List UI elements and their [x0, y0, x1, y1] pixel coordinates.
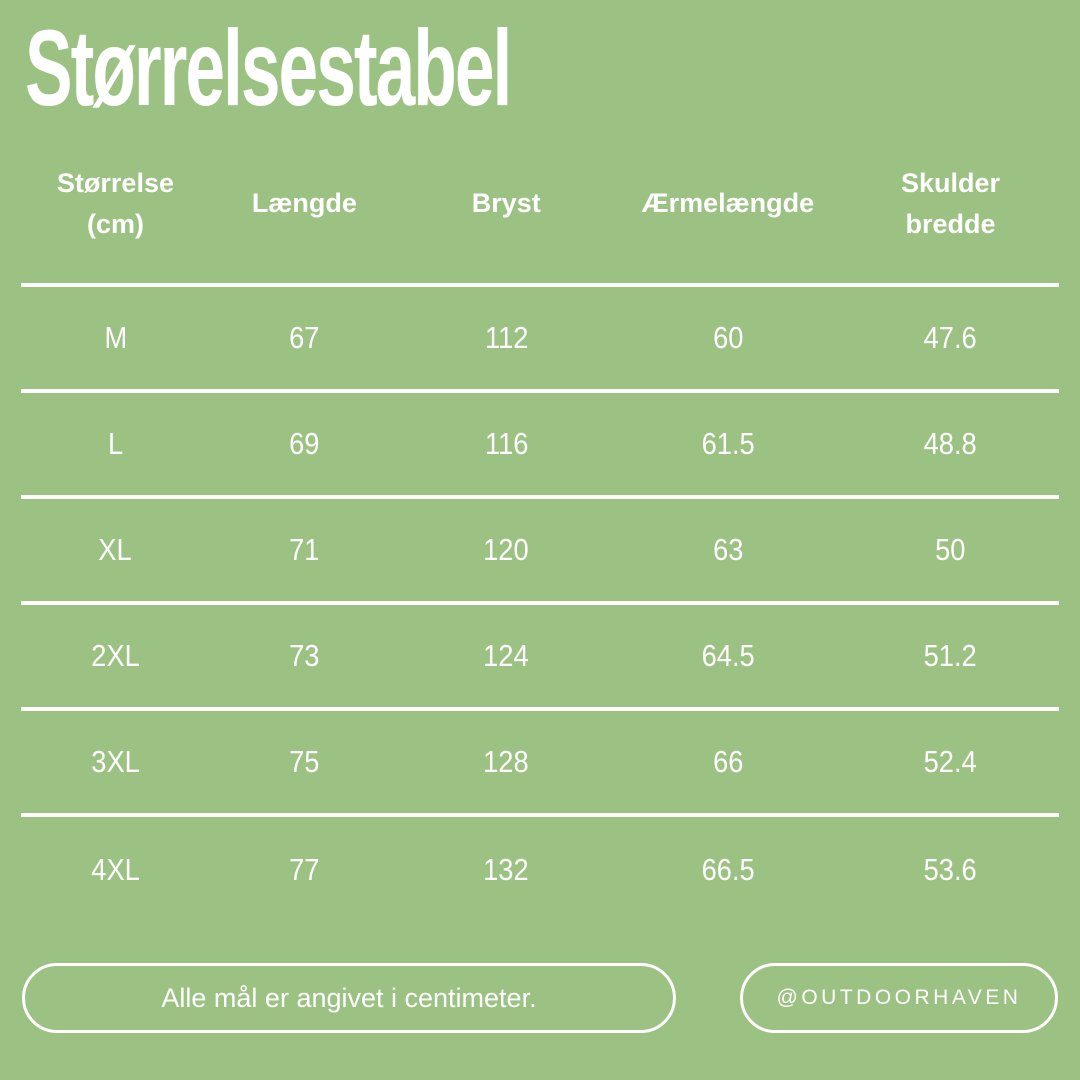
brand-handle-pill: @OUTDOORHAVEN: [740, 963, 1058, 1033]
cell-length: 77: [210, 817, 399, 923]
cell-chest: 128: [399, 711, 614, 813]
cell-value: L: [107, 426, 124, 461]
cell-value: 128: [483, 744, 530, 779]
cell-value: 52.4: [923, 744, 978, 779]
cell-value: 50: [935, 532, 966, 567]
cell-length: 69: [210, 393, 399, 495]
cell-shoulder-width: 53.6: [842, 817, 1059, 923]
table-row: L 69 116 61.5 48.8: [21, 393, 1059, 499]
cell-value: 71: [289, 532, 320, 567]
cell-value: 51.2: [923, 638, 978, 673]
cell-sleeve-length: 60: [614, 287, 842, 389]
cell-chest: 132: [399, 817, 614, 923]
cell-size: 2XL: [21, 605, 210, 707]
cell-value: 116: [484, 426, 528, 461]
header-label: (cm): [86, 208, 144, 239]
cell-length: 71: [210, 499, 399, 601]
cell-value: 3XL: [91, 744, 140, 779]
cell-chest: 116: [399, 393, 614, 495]
cell-value: 120: [483, 532, 530, 567]
cell-value: M: [104, 320, 127, 355]
cell-value: 64.5: [701, 638, 755, 673]
cell-value: 77: [289, 852, 320, 887]
cell-shoulder-width: 48.8: [842, 393, 1059, 495]
cell-length: 75: [210, 711, 399, 813]
cell-value: 53.6: [923, 852, 978, 887]
header-cell-chest: Bryst: [399, 140, 614, 283]
cell-chest: 112: [399, 287, 614, 389]
cell-value: 75: [289, 744, 320, 779]
cell-length: 73: [210, 605, 399, 707]
cell-sleeve-length: 61.5: [614, 393, 842, 495]
cell-size: L: [21, 393, 210, 495]
cell-value: 61.5: [701, 426, 755, 461]
table-row: 3XL 75 128 66 52.4: [21, 711, 1059, 817]
page-title: Størrelsestabel: [25, 7, 512, 128]
cell-value: 63: [712, 532, 744, 567]
table-header-row: Størrelse (cm) Længde Bryst Ærmelængde S…: [21, 140, 1059, 287]
cell-value: 67: [289, 320, 320, 355]
cell-value: 69: [289, 426, 320, 461]
cell-value: 66.5: [701, 852, 755, 887]
cell-value: 112: [484, 320, 528, 355]
cell-shoulder-width: 51.2: [842, 605, 1059, 707]
header-cell-length: Længde: [210, 140, 399, 283]
cell-sleeve-length: 66.5: [614, 817, 842, 923]
header-cell-sleeve-length: Ærmelængde: [614, 140, 842, 283]
footer: Alle mål er angivet i centimeter. @OUTDO…: [22, 963, 1058, 1033]
cell-value: 124: [483, 638, 530, 673]
header-label: bredde: [905, 208, 996, 239]
cell-shoulder-width: 52.4: [842, 711, 1059, 813]
cell-value: 4XL: [91, 852, 140, 887]
cell-chest: 124: [399, 605, 614, 707]
size-table: Størrelse (cm) Længde Bryst Ærmelængde S…: [21, 140, 1059, 923]
cell-value: 48.8: [923, 426, 978, 461]
cell-value: 73: [289, 638, 320, 673]
cell-value: 2XL: [91, 638, 140, 673]
header-label: Længde: [251, 188, 357, 219]
measurement-note-text: Alle mål er angivet i centimeter.: [161, 982, 537, 1013]
header-cell-size: Størrelse (cm): [21, 140, 210, 283]
header-label: Bryst: [471, 188, 541, 219]
cell-shoulder-width: 50: [842, 499, 1059, 601]
cell-sleeve-length: 64.5: [614, 605, 842, 707]
cell-value: 47.6: [923, 320, 978, 355]
cell-sleeve-length: 66: [614, 711, 842, 813]
cell-size: M: [21, 287, 210, 389]
cell-value: 60: [712, 320, 744, 355]
table-row: 2XL 73 124 64.5 51.2: [21, 605, 1059, 711]
brand-handle-text: @OUTDOORHAVEN: [776, 986, 1022, 1009]
table-row: M 67 112 60 47.6: [21, 287, 1059, 393]
header-cell-shoulder-width: Skulder bredde: [842, 140, 1059, 283]
cell-shoulder-width: 47.6: [842, 287, 1059, 389]
header-label: Størrelse: [56, 168, 174, 198]
table-row: XL 71 120 63 50: [21, 499, 1059, 605]
cell-size: XL: [21, 499, 210, 601]
header-label: Ærmelængde: [641, 188, 815, 219]
cell-size: 3XL: [21, 711, 210, 813]
header-label: Skulder: [900, 168, 1001, 198]
cell-sleeve-length: 63: [614, 499, 842, 601]
cell-value: 66: [712, 744, 744, 779]
cell-chest: 120: [399, 499, 614, 601]
cell-value: XL: [98, 532, 133, 567]
cell-value: 132: [483, 852, 530, 887]
cell-length: 67: [210, 287, 399, 389]
table-row: 4XL 77 132 66.5 53.6: [21, 817, 1059, 923]
cell-size: 4XL: [21, 817, 210, 923]
measurement-note-pill: Alle mål er angivet i centimeter.: [22, 963, 676, 1033]
